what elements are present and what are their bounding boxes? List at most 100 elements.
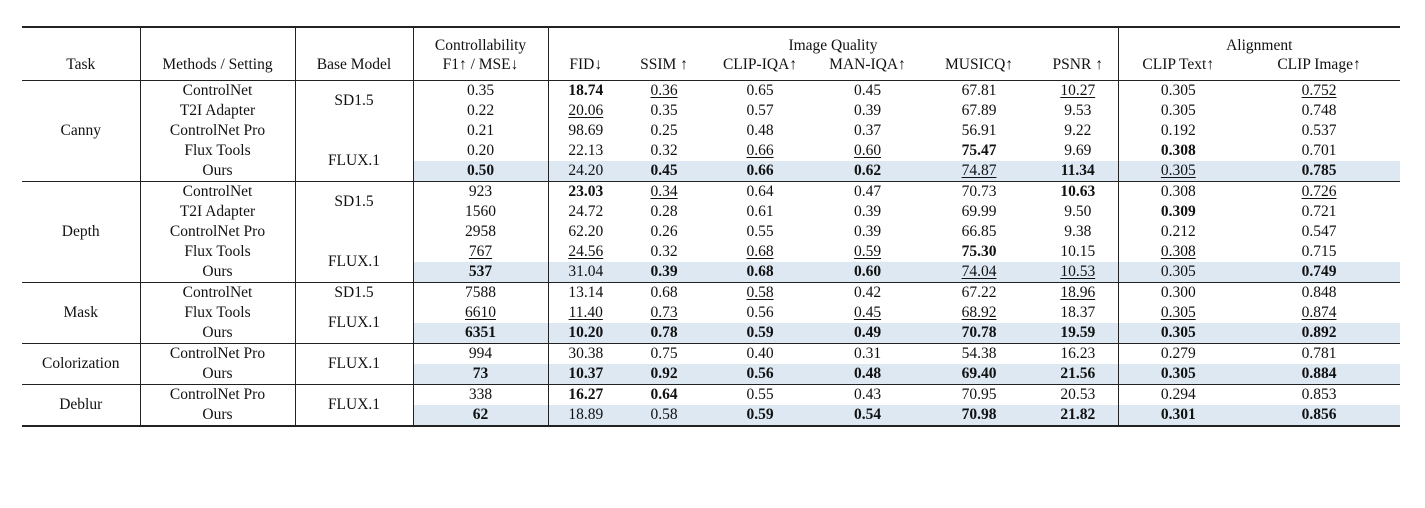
value-cell: 0.66 — [705, 161, 815, 182]
value-text: 0.36 — [650, 82, 678, 99]
value-text: 0.55 — [746, 386, 774, 403]
value-cell: 0.212 — [1118, 222, 1238, 242]
value-cell: 0.32 — [623, 242, 705, 262]
method-cell: Flux Tools — [140, 303, 296, 323]
value-cell: 70.73 — [920, 182, 1038, 203]
value-cell: 62 — [413, 405, 549, 427]
header-controllability: Controllability — [413, 26, 549, 55]
value-text: 0.31 — [853, 345, 882, 362]
value-cell: 9.38 — [1038, 222, 1119, 242]
value-text: 13.14 — [568, 284, 604, 301]
value-text: 0.59 — [853, 243, 882, 260]
base-model-cell: FLUX.1 — [295, 384, 414, 427]
value-cell: 0.305 — [1118, 364, 1239, 385]
value-text: 67.89 — [961, 102, 997, 119]
value-cell: 0.54 — [815, 405, 920, 427]
value-cell: 6351 — [413, 323, 549, 344]
value-cell: 0.55 — [705, 385, 815, 406]
method-cell: ControlNet Pro — [140, 384, 296, 405]
value-text: 0.45 — [853, 304, 882, 321]
method-cell: T2I Adapter — [140, 101, 296, 121]
value-cell: 9.50 — [1038, 202, 1119, 222]
value-text: 67.22 — [961, 284, 997, 301]
value-text: 19.59 — [1060, 324, 1096, 341]
value-cell: 0.58 — [623, 405, 705, 427]
table-row: Ours 0.50 24.20 0.45 0.66 0.62 74.87 11.34 0.305… — [22, 161, 1401, 182]
value-text: 0.308 — [1160, 142, 1196, 159]
base-model-cell — [295, 222, 414, 242]
value-text: 18.37 — [1060, 304, 1096, 321]
value-text: 0.853 — [1301, 386, 1337, 403]
method-cell: Ours — [140, 262, 296, 283]
value-text: 21.82 — [1060, 406, 1096, 423]
value-text: 767 — [468, 243, 493, 260]
value-text: 0.58 — [650, 406, 678, 423]
value-cell: 0.308 — [1118, 182, 1238, 203]
value-cell: 0.874 — [1238, 303, 1400, 323]
value-cell: 0.45 — [815, 81, 920, 102]
value-cell: 56.91 — [920, 121, 1038, 141]
value-cell: 10.63 — [1038, 181, 1119, 202]
value-text: 2958 — [465, 223, 496, 240]
method-cell: Flux Tools — [140, 141, 296, 161]
value-cell: 24.72 — [548, 202, 623, 222]
value-cell: 0.547 — [1238, 222, 1400, 242]
value-text: 0.64 — [746, 183, 774, 200]
value-cell: 0.305 — [1118, 303, 1238, 323]
header-methods: Methods / Setting — [140, 26, 296, 81]
value-text: 10.27 — [1060, 82, 1096, 99]
value-cell: 0.68 — [705, 242, 815, 262]
value-text: 0.50 — [466, 162, 495, 179]
value-cell: 75.47 — [920, 141, 1038, 161]
value-text: 0.20 — [466, 142, 495, 159]
value-text: 24.56 — [568, 243, 604, 260]
value-cell: 0.21 — [413, 121, 549, 141]
value-cell: 0.73 — [623, 303, 705, 323]
value-text: 0.34 — [650, 183, 678, 200]
value-cell: 0.48 — [815, 364, 920, 385]
value-cell: 10.27 — [1038, 80, 1119, 101]
value-cell: 0.22 — [413, 101, 549, 121]
value-text: 74.87 — [961, 162, 997, 179]
value-cell: 0.32 — [623, 141, 705, 161]
task-cell: Deblur — [22, 384, 141, 427]
method-cell: Ours — [140, 405, 296, 427]
task-cell: Depth — [22, 181, 141, 283]
value-cell: 18.74 — [548, 81, 623, 102]
value-text: 24.72 — [568, 203, 604, 220]
header-metric-clip-text: CLIP Text↑ — [1118, 55, 1239, 81]
value-text: 0.48 — [853, 365, 882, 382]
value-cell: 0.848 — [1238, 283, 1400, 304]
value-cell: 21.82 — [1038, 405, 1119, 427]
header-metric-psnr: PSNR ↑ — [1038, 55, 1119, 81]
value-text: 10.63 — [1060, 183, 1096, 200]
value-cell: 0.192 — [1118, 121, 1238, 141]
value-cell: 10.37 — [548, 364, 623, 385]
value-text: 0.25 — [650, 122, 678, 139]
table-row: T2I Adapter 1560 24.72 0.28 0.61 0.39 69.99 9.5… — [22, 202, 1400, 222]
value-cell: 0.856 — [1238, 405, 1401, 427]
method-cell: Flux Tools — [140, 242, 296, 262]
header-metric-clip-image: CLIP Image↑ — [1238, 55, 1401, 81]
value-text: 0.57 — [746, 102, 774, 119]
table-row: Flux Tools FLUX.1 0.20 22.13 0.32 0.66 0.60 75.… — [22, 141, 1400, 182]
value-text: 0.848 — [1301, 284, 1337, 301]
value-cell: 54.38 — [920, 344, 1038, 365]
header-metric-musicq: MUSICQ↑ — [920, 55, 1038, 81]
value-text: 7588 — [465, 284, 496, 301]
value-cell: 0.701 — [1238, 141, 1400, 161]
value-text: 23.03 — [568, 183, 604, 200]
value-cell: 0.56 — [705, 303, 815, 323]
method-cell: ControlNet — [140, 282, 296, 303]
base-model-cell: FLUX.1 — [295, 141, 414, 182]
value-cell: 75.30 — [920, 242, 1038, 262]
value-text: 0.45 — [650, 162, 678, 179]
value-text: 24.20 — [568, 162, 604, 179]
method-cell: ControlNet Pro — [140, 343, 296, 364]
value-cell: 0.66 — [705, 141, 815, 161]
value-cell: 69.99 — [920, 202, 1038, 222]
value-cell: 0.50 — [413, 161, 549, 182]
value-text: 9.69 — [1064, 142, 1092, 159]
value-text: 0.92 — [650, 365, 678, 382]
value-cell: 68.92 — [920, 303, 1038, 323]
